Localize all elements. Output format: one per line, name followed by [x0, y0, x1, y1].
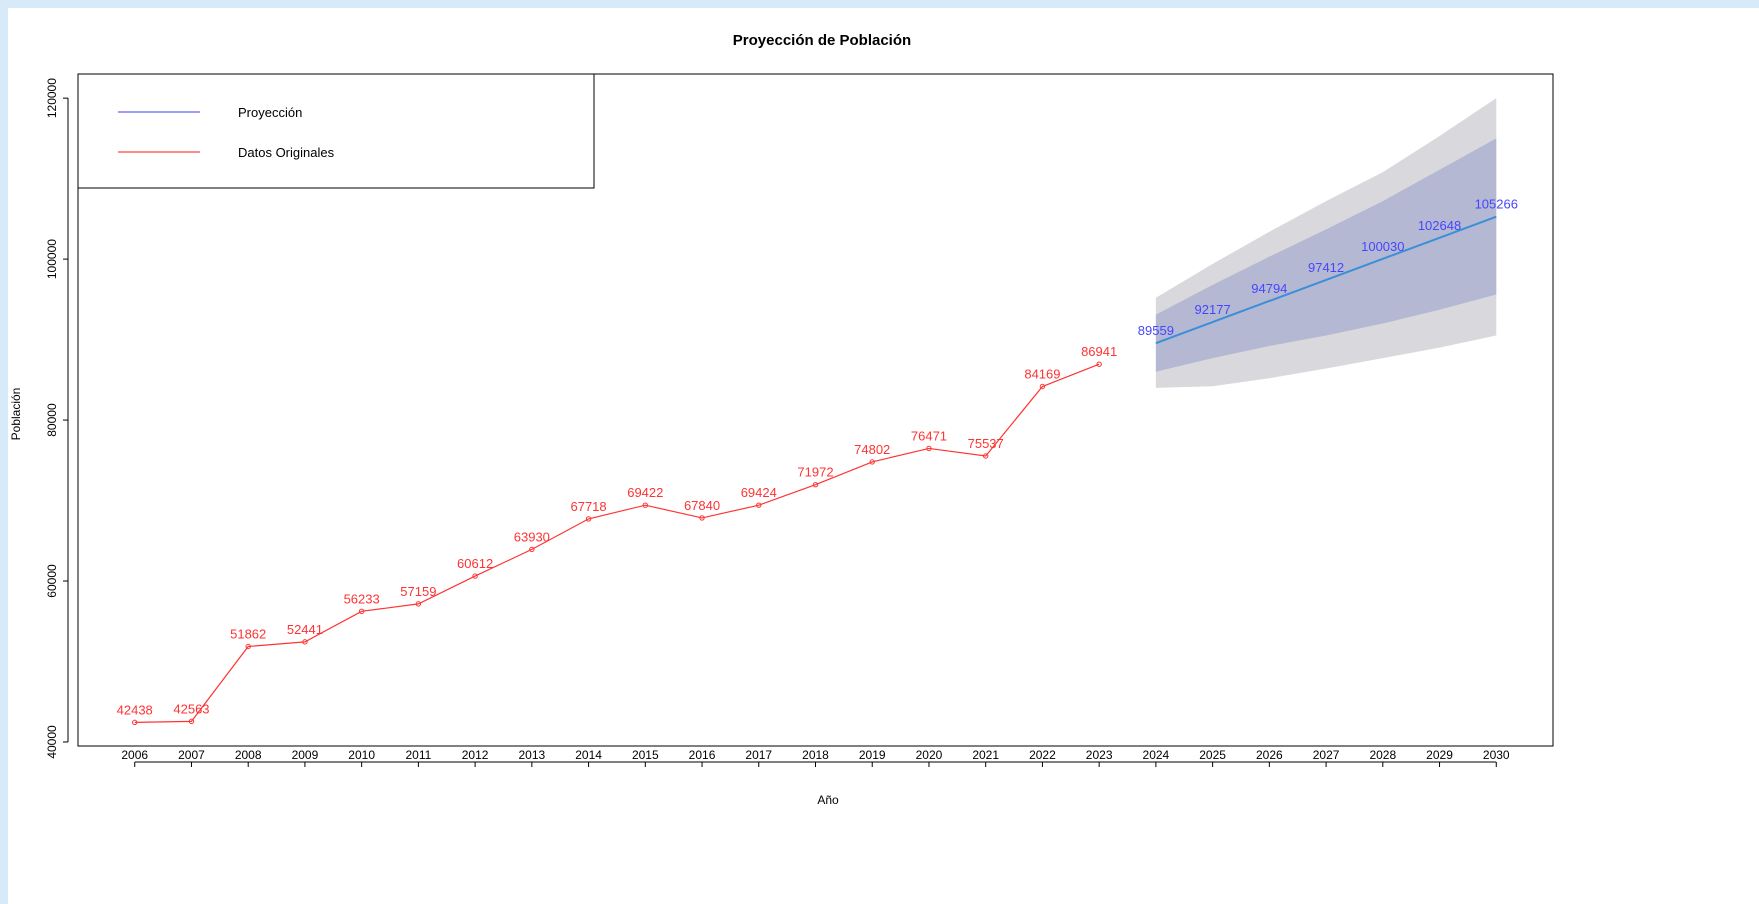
x-tick-label: 2015	[632, 748, 659, 762]
data-value-label: 52441	[287, 622, 323, 637]
projection-value-label: 94794	[1251, 281, 1287, 296]
x-tick-label: 2009	[292, 748, 319, 762]
projection-value-label: 100030	[1361, 239, 1404, 254]
data-value-label: 86941	[1081, 344, 1117, 359]
data-value-label: 67840	[684, 498, 720, 513]
x-tick-label: 2025	[1199, 748, 1226, 762]
projection-value-label: 97412	[1308, 260, 1344, 275]
x-tick-label: 2013	[518, 748, 545, 762]
x-tick-label: 2019	[859, 748, 886, 762]
data-point	[358, 608, 365, 615]
x-tick-label: 2018	[802, 748, 829, 762]
data-point	[1096, 361, 1102, 367]
data-point	[188, 718, 195, 725]
x-tick-label: 2028	[1369, 748, 1396, 762]
data-value-label: 67718	[570, 499, 606, 514]
population-chart: Proyección de Población 2006 2007 2008 2009…	[9, 32, 1554, 807]
data-point	[415, 601, 422, 607]
y-tick-label: 120000	[45, 78, 59, 118]
projection-value-label: 92177	[1195, 302, 1231, 317]
x-tick-label: 2020	[916, 748, 943, 762]
data-value-label: 42563	[173, 701, 209, 716]
data-value-label: 42438	[117, 702, 153, 717]
chart-title: Proyección de Población	[733, 32, 911, 49]
data-value-label: 56233	[344, 591, 380, 606]
data-value-label: 63930	[514, 529, 550, 544]
data-point	[529, 546, 535, 553]
y-axis-title: Población	[9, 388, 23, 441]
x-tick-label: 2016	[689, 748, 716, 762]
axes: 2006 2007 2008 2009 2010 2011 2012 2013 2014 2015…	[45, 73, 1554, 767]
legend: Proyección Datos Originales	[77, 73, 595, 189]
x-tick-label: 2007	[178, 748, 205, 762]
series-layer	[132, 215, 1497, 726]
legend-label: Proyección	[238, 105, 302, 120]
x-tick-label: 2029	[1426, 748, 1453, 762]
confidence-band-inner	[1155, 138, 1497, 372]
projection-value-label: 105266	[1475, 197, 1518, 212]
data-point	[982, 453, 989, 459]
x-tick-label: 2010	[348, 748, 375, 762]
projection-line	[1155, 215, 1497, 345]
legend-box	[77, 73, 595, 189]
data-point	[699, 515, 705, 521]
data-point	[642, 502, 649, 508]
x-tick-label: 2023	[1086, 748, 1113, 762]
data-point	[756, 502, 762, 508]
data-value-label: 69422	[627, 485, 663, 500]
data-point	[869, 459, 875, 465]
data-point	[585, 516, 592, 522]
x-tick-label: 2024	[1143, 748, 1170, 762]
data-labels: 42438 42563 51862 52441 56233 57159 60612 63930…	[117, 197, 1518, 718]
y-tick-label: 40000	[45, 725, 59, 759]
x-tick-label: 2021	[972, 748, 999, 762]
original-data-line	[134, 363, 1100, 723]
x-tick-label: 2012	[462, 748, 489, 762]
x-tick-label: 2006	[121, 748, 148, 762]
data-point	[926, 445, 932, 452]
data-value-label: 71972	[797, 465, 833, 480]
data-value-label: 75537	[968, 436, 1004, 451]
x-tick-label: 2011	[405, 748, 431, 762]
data-point	[472, 573, 478, 579]
data-point	[302, 639, 308, 645]
data-point	[1039, 383, 1046, 390]
data-value-label: 69424	[741, 485, 777, 500]
y-tick-label: 60000	[45, 564, 59, 598]
x-tick-label: 2022	[1029, 748, 1056, 762]
data-point	[245, 643, 251, 650]
x-tick-label: 2030	[1483, 748, 1510, 762]
x-tick-label: 2008	[235, 748, 262, 762]
projection-value-label: 89559	[1138, 323, 1174, 338]
data-point	[812, 481, 819, 488]
chart-frame: Proyección de Población 2006 2007 2008 2009…	[8, 8, 1759, 904]
projection-value-label: 102648	[1418, 218, 1461, 233]
y-tick-label: 80000	[45, 403, 59, 437]
x-tick-label: 2014	[575, 748, 602, 762]
data-value-label: 57159	[400, 584, 436, 599]
data-value-label: 76471	[911, 428, 947, 443]
data-point	[132, 719, 138, 726]
y-tick-label: 100000	[45, 239, 59, 279]
data-value-label: 51862	[230, 627, 266, 642]
x-tick-label: 2027	[1313, 748, 1340, 762]
data-value-label: 74802	[854, 442, 890, 457]
x-tick-label: 2026	[1256, 748, 1283, 762]
x-axis-title: Año	[817, 793, 839, 807]
plot-border	[77, 73, 1554, 747]
legend-label: Datos Originales	[238, 145, 335, 160]
data-value-label: 60612	[457, 556, 493, 571]
confidence-bands	[1155, 98, 1497, 388]
data-value-label: 84169	[1024, 367, 1060, 382]
x-tick-label: 2017	[745, 748, 772, 762]
